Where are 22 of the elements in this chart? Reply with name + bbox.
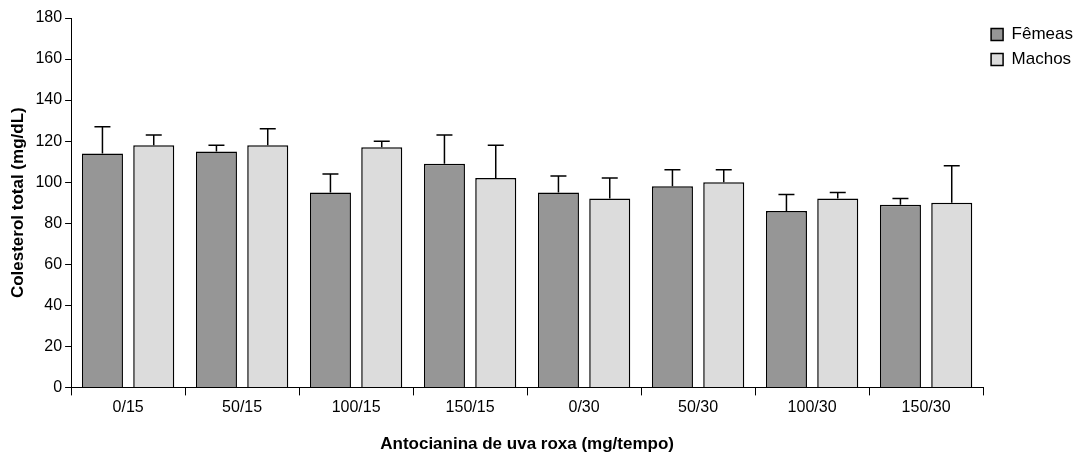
legend-label: Fêmeas (1011, 24, 1074, 44)
y-tick-label: 160 (35, 49, 63, 67)
y-tick-label: 180 (35, 8, 63, 26)
y-tick-label: 120 (35, 131, 63, 149)
y-tick-label: 20 (44, 336, 63, 354)
x-axis-title: Antocianina de uva roxa (mg/tempo) (380, 434, 674, 454)
y-tick-label: 40 (44, 295, 63, 313)
x-tick-label: 50/15 (222, 398, 263, 416)
x-tick-label: 0/15 (112, 398, 144, 416)
y-tick-label: 60 (44, 254, 63, 272)
x-tick-label: 50/30 (678, 398, 719, 416)
x-tick-label: 100/30 (787, 398, 837, 416)
x-tick-label: 150/30 (901, 398, 951, 416)
y-tick-label: 140 (35, 90, 63, 108)
x-tick-label: 150/15 (445, 398, 495, 416)
x-tick-label: 0/30 (568, 398, 600, 416)
y-tick-label: 80 (44, 213, 63, 231)
x-tick-label: 100/15 (331, 398, 381, 416)
y-axis-title: Colesterol total (mg/dL) (7, 107, 27, 299)
y-tick-label: 100 (35, 172, 63, 190)
legend-label: Machos (1011, 49, 1072, 69)
y-tick-label: 0 (53, 377, 63, 395)
